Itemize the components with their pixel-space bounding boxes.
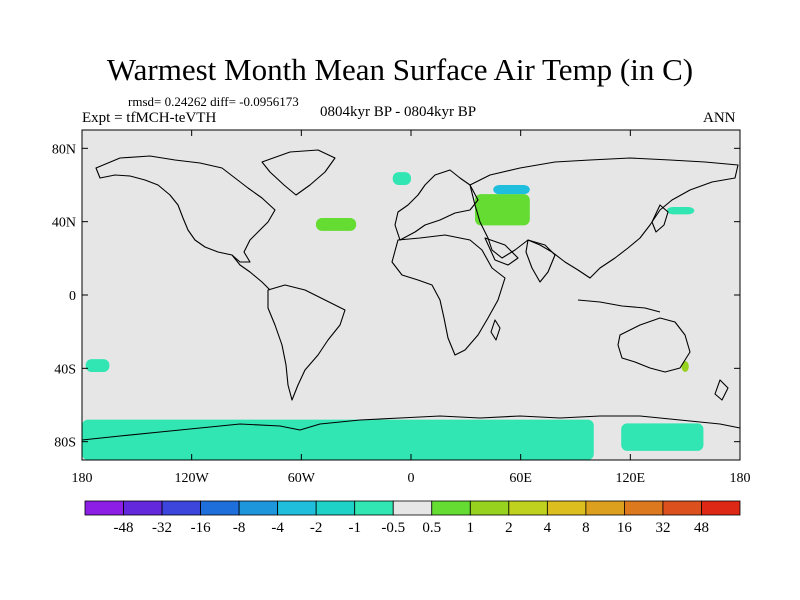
colorbar-label: 32 [655,520,670,536]
new-zealand-coast [714,379,729,401]
anomaly-patch-5 [392,172,411,185]
coastline-layer [81,149,741,441]
x-tick-label: 0 [408,471,415,486]
colorbar-swatch [123,500,163,516]
colorbar-label: -4 [271,520,284,536]
anomaly-patch-0 [82,419,594,460]
colorbar-label: -1 [348,520,361,536]
colorbar-swatch [431,500,471,516]
indonesia-coast [577,299,661,313]
colorbar-swatch [277,500,317,516]
season-label: ANN [703,110,736,126]
greenland-coast [261,149,336,196]
x-tick-label: 120W [175,471,210,486]
x-tick-label: 180 [72,471,93,486]
y-tick-label: 80N [52,142,76,157]
anomaly-patch-1 [621,423,704,451]
colorbar-swatch [662,500,702,516]
experiment-label: Expt = tfMCH-teVTH [82,110,217,126]
colorbar-label: 16 [617,520,633,536]
colorbar-label: -8 [233,520,246,536]
colorbar-swatch [546,500,587,516]
colorbar-label: 2 [505,520,513,536]
colorbar-swatch [354,500,394,516]
australia-coast [617,317,691,373]
colorbar-swatch [161,500,201,516]
colorbar-swatch [315,500,356,516]
anomaly-patch-8 [681,361,689,372]
colorbar-label: -2 [310,520,323,536]
colorbar-swatch [469,500,510,516]
colorbar-label: 0.5 [422,520,441,536]
colorbar-swatch [392,500,433,516]
colorbar-swatch [238,500,279,516]
arabia-coast [484,237,519,266]
anomaly-patch-6 [493,185,530,195]
north-america-coast [95,155,276,263]
anomaly-patch-2 [85,359,110,372]
colorbar-label: 1 [467,520,475,536]
map-background [82,130,740,460]
anomaly-patch-7 [666,207,695,215]
y-tick-label: 80S [54,436,76,451]
x-tick-label: 180 [730,471,751,486]
colorbar-label: -32 [152,520,172,536]
europe-coast [394,169,479,241]
antarctica-coast [81,415,741,441]
colorbar-label: 48 [694,520,709,536]
central-america-coast [231,254,271,291]
south-america-coast [267,284,346,401]
colorbar: -48 -32 -16 -8 -4 -2 -1 -0.5 0.5 1 2 4 8 16 32 48 [84,500,741,536]
anomaly-patch-4 [474,194,530,226]
colorbar-label: 4 [544,520,552,536]
india-coast [525,239,556,283]
africa-coast [391,234,506,356]
colorbar-label: -16 [191,520,211,536]
japan-coast [651,204,669,233]
colorbar-label: 8 [582,520,590,536]
y-tick-label: 0 [69,289,76,304]
x-tick-label: 120E [616,471,646,486]
chart-title: Warmest Month Mean Surface Air Temp (in … [106,52,694,87]
y-tick-label: 40S [54,362,76,377]
colorbar-swatch [84,500,124,516]
colorbar-swatch [624,500,664,516]
x-tick-label: 60W [288,471,316,486]
madagascar-coast [490,319,501,341]
colorbar-swatch [200,500,240,516]
colorbar-swatch [585,500,625,516]
colorbar-label: -0.5 [381,520,405,536]
anomaly-patch-3 [315,218,357,231]
colorbar-swatch [701,500,741,516]
colorbar-swatch [508,500,548,516]
anomaly-layer [82,172,704,460]
axes-layer: 180 120W 60W 0 60E 120E 180 80N 40N 0 40S 80S [52,130,751,486]
period-label: 0804kyr BP - 0804kyr BP [320,104,477,120]
x-tick-label: 60E [509,471,532,486]
stats-label: rmsd= 0.24262 diff= -0.0956173 [128,94,299,109]
asia-coast [469,157,739,279]
y-tick-label: 40N [52,216,76,231]
colorbar-label: -48 [114,520,134,536]
